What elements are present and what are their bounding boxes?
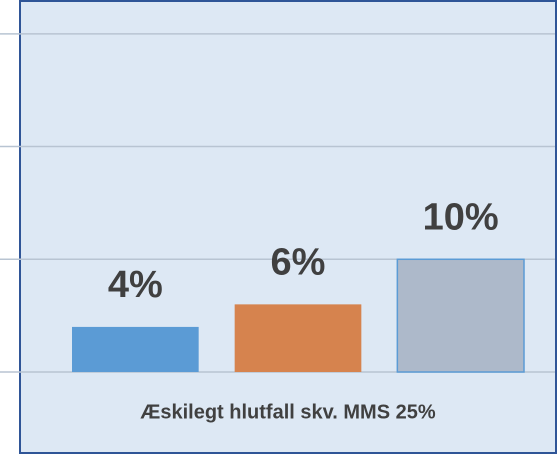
x-tick-label: Æskilegt hlutfall skv. MMS 25% [140, 401, 435, 423]
bar [234, 304, 362, 372]
plot-frame [19, 0, 557, 454]
data-label: 10% [423, 196, 499, 238]
data-label: 4% [108, 264, 163, 306]
bar [72, 326, 199, 372]
data-label: 6% [271, 241, 326, 283]
bar [396, 258, 525, 373]
